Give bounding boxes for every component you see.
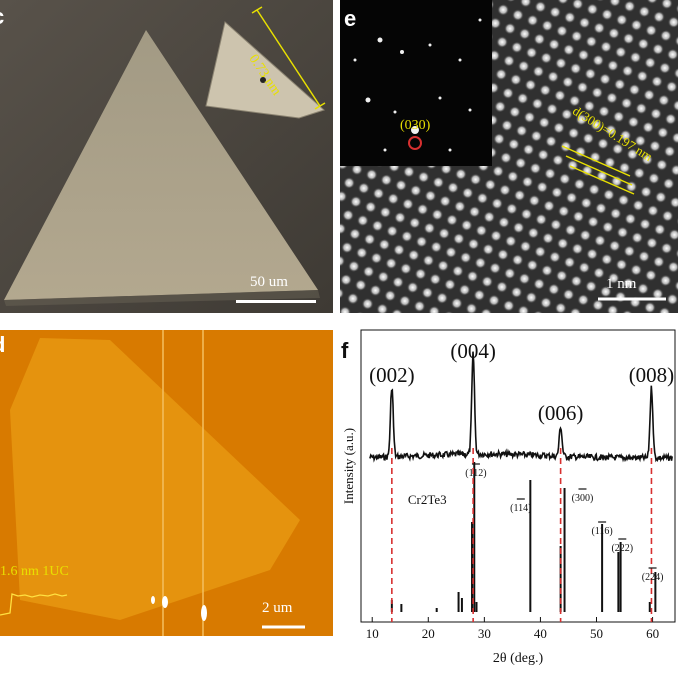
inset-flake — [205, 21, 325, 119]
panel-c-scale-bar — [236, 300, 316, 303]
afm-image — [0, 330, 333, 636]
plot-frame — [360, 329, 676, 623]
peak-label: (002) — [369, 363, 415, 387]
x-tick-label: 10 — [366, 626, 379, 641]
peak-label: (008) — [629, 363, 675, 387]
panel-e: e (030) d(300)=0.197 nm 1 nm — [340, 0, 678, 313]
thickness-line — [256, 9, 321, 107]
x-tick-label: 50 — [590, 626, 603, 641]
axes-box — [360, 329, 676, 623]
peak-label: (006) — [538, 401, 584, 425]
panel-f-label: f — [341, 338, 349, 363]
x-tick-label: 40 — [534, 626, 547, 641]
afm-streaks — [162, 330, 204, 636]
selected-spot-ring — [408, 136, 422, 150]
reference-label: Cr2Te3 — [408, 492, 447, 507]
height-profile — [0, 593, 68, 616]
step-label: 1.6 nm 1UC — [0, 564, 69, 579]
y-axis-label: Intensity (a.u.) — [341, 428, 356, 504]
reference-hkl-label: (222) — [611, 543, 633, 554]
reference-hkl-label: (224) — [642, 572, 664, 583]
triangular-flake — [4, 30, 318, 300]
inset-dot — [260, 77, 266, 83]
x-tick-label: 20 — [422, 626, 435, 641]
flake-shadow — [4, 290, 320, 306]
panel-d: d 1.6 nm 1UC 2 um — [0, 330, 333, 636]
x-tick-label: 60 — [646, 626, 659, 641]
measured-pattern — [369, 351, 673, 463]
afm-particles — [151, 596, 207, 621]
x-tick-label: 30 — [478, 626, 491, 641]
afm-flake — [10, 338, 300, 620]
reference-peaks — [390, 462, 657, 612]
reference-hkl-label: (116) — [591, 526, 612, 537]
peak-label: (004) — [450, 339, 496, 363]
panel-d-scale-text: 2 um — [262, 600, 293, 616]
panel-c-image — [0, 0, 333, 313]
d-spacing-lines — [561, 145, 635, 195]
peak-guides — [391, 448, 653, 622]
lattice-image — [340, 0, 678, 313]
reference-hkl-label: (114) — [510, 503, 531, 514]
panel-e-label: e — [344, 6, 357, 31]
panel-f: 10 20 30 40 50 60 2θ (deg.) Intensity (a.u.) Cr2… — [333, 326, 678, 677]
panel-e-scale-text: 1 nm — [606, 276, 637, 292]
chart-text: 10 20 30 40 50 60 2θ (deg.) Intensity (a.u.) Cr2… — [341, 339, 674, 666]
panel-c-scale-text: 50 um — [250, 274, 288, 290]
diffraction-spots — [353, 18, 482, 152]
reference-hkl-label: (300) — [572, 493, 594, 504]
panel-c: c 0.73 nm 50 um — [0, 0, 333, 313]
reference-hkl-label: (112) — [465, 468, 486, 479]
panel-c-label: c — [0, 4, 4, 30]
xrd-chart: 10 20 30 40 50 60 2θ (deg.) Intensity (a.u.) Cr2… — [341, 329, 676, 666]
spot-label: (030) — [400, 118, 431, 133]
panel-d-label: d — [0, 332, 5, 358]
diffraction-inset — [340, 0, 492, 166]
x-axis-label: 2θ (deg.) — [493, 651, 544, 666]
